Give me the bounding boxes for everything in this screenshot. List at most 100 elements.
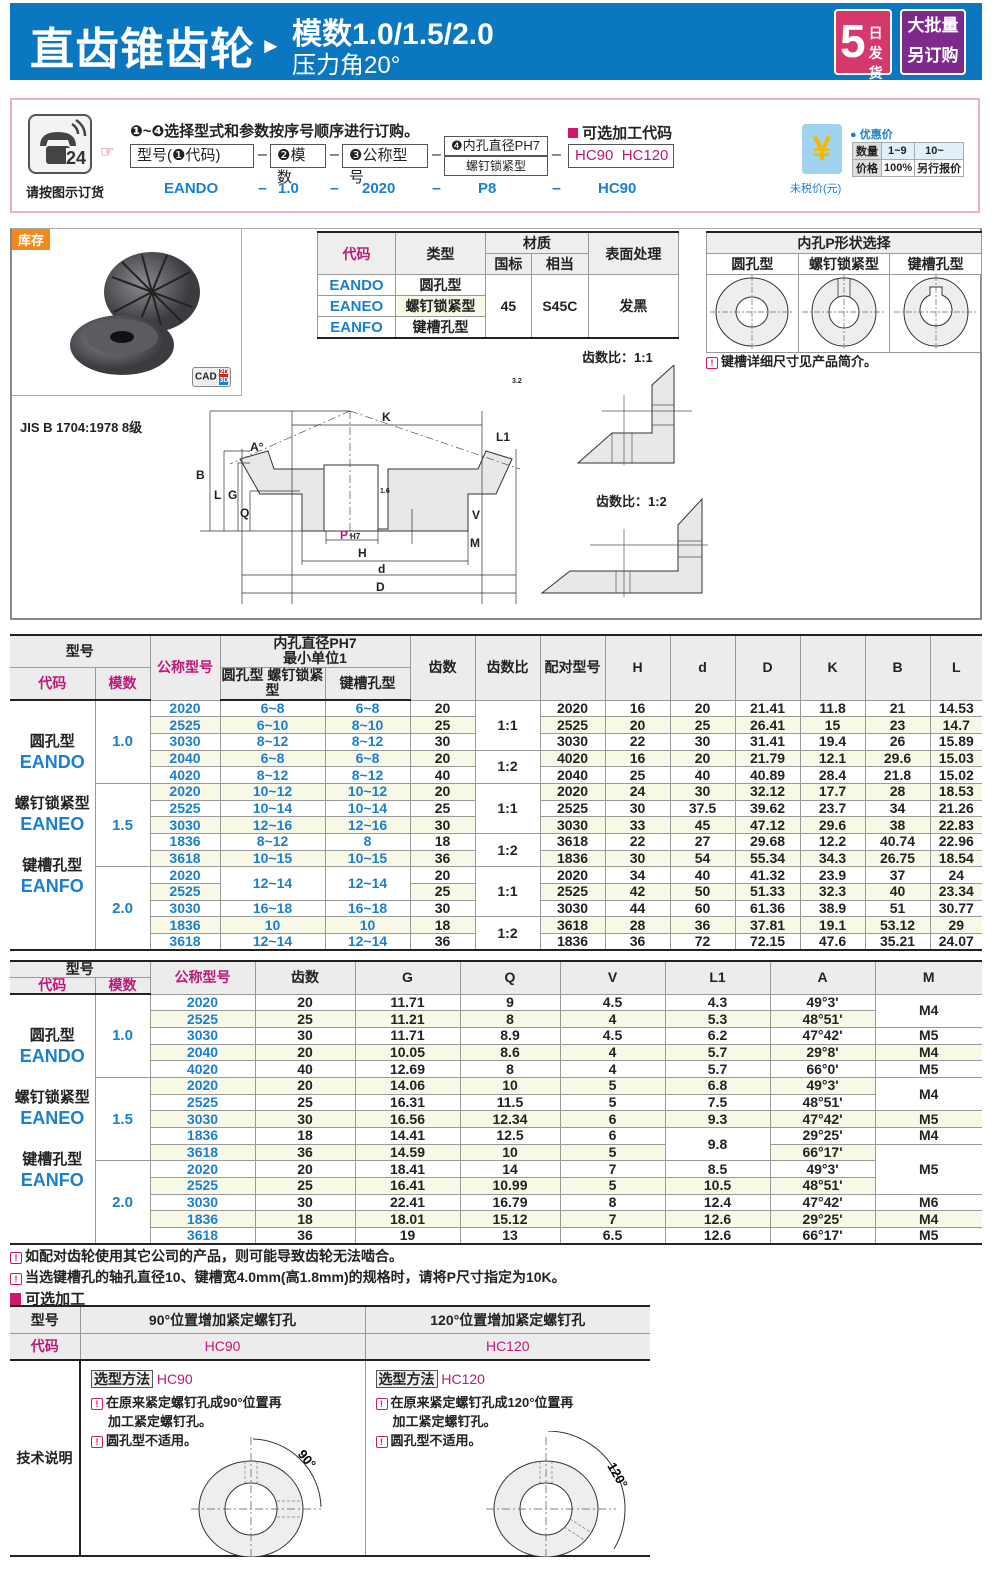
B-cell: 35.21 [865,933,931,951]
nominal-cell: 2040 [150,1044,256,1062]
desc-line: 在原来紧定螺钉孔成90°位置再 [106,1395,282,1410]
bore-key-cell: 12~16 [325,816,411,834]
t1-header-d: d [670,635,736,701]
dash: – [552,180,561,197]
L1-cell: 4.3 [665,994,771,1012]
table-row: 3030 16~18 16~18 30 3030 44 60 61.36 38.9 51 30.77 [10,900,983,918]
pair-cell: 1836 [540,850,606,868]
Q-cell: 8 [460,1010,561,1028]
mt-header-type: 类型 [395,231,486,275]
V-cell: 4.5 [560,994,666,1012]
discount-title-text: 优惠价 [859,129,893,141]
L1-cell: 5.7 [665,1044,771,1062]
teeth-cell: 40 [410,766,476,784]
V-cell: 5 [560,1094,666,1112]
nominal-cell: 1836 [150,833,221,851]
G-cell: 10.05 [355,1044,461,1062]
M-cell: M5 [875,1060,982,1078]
A-cell: 66°17' [770,1227,876,1245]
nominal-cell: 2525 [150,1094,256,1112]
bore-key-cell: 8~12 [325,766,411,784]
t2-header-V: V [560,961,666,995]
mt-surface: 发黑 [587,274,680,339]
table-row: 3030 30 11.71 8.9 4.5 6.2 47°42' M5 [10,1027,982,1045]
V-cell: 4.5 [560,1027,666,1045]
M-cell: M4 [875,1044,982,1062]
order-box-bore-type: 螺钉锁紧型 [444,156,548,176]
V-cell: 4 [560,1044,666,1062]
table-row: 3030 12~16 12~16 30 3030 33 45 47.12 29.6 38 22.83 [10,816,983,834]
t1-header-nominal: 公称型号 [150,635,221,701]
desc-line: 在原来紧定螺钉孔成120°位置再 [390,1395,574,1410]
dash: – [258,180,267,197]
opt-header-model: 型号 [10,1306,81,1334]
table-row: 2525 25 2525 42 50 51.33 32.3 40 23.34 [10,883,983,901]
L1-cell: 10.5 [665,1177,771,1195]
cad-badge[interactable]: CAD 2D 3D [192,367,232,387]
selection-code: HC90 [156,1371,193,1387]
A-cell: 66°17' [770,1144,876,1162]
teeth-cell: 20 [255,1160,356,1179]
dim-A: A° [250,440,264,454]
mt-type: 螺钉锁紧型 [395,295,486,317]
H-cell: 33 [605,816,671,834]
D-cell: 40.89 [735,766,801,784]
bore-round-cell: 8~12 [220,766,326,784]
dash: – [330,180,339,197]
badge-line: 另订购 [907,46,959,65]
bore-key-cell: 16~18 [325,900,411,918]
pair-cell: 2020 [540,866,606,885]
teeth-cell: 18 [255,1210,356,1229]
pair-cell: 2040 [540,766,606,784]
bore-type-key: 键槽孔型 [889,253,982,275]
H-cell: 42 [605,883,671,901]
t1-header-pair: 配对型号 [540,635,606,701]
A-cell: 47°42' [770,1194,876,1212]
table-row: 4020 40 12.69 8 4 5.7 66°0' M5 [10,1060,982,1078]
L1-cell: 8.5 [665,1160,771,1179]
teeth-cell: 36 [255,1144,356,1162]
teeth-cell: 25 [255,1177,356,1195]
L-cell: 24.07 [930,933,983,951]
module-cell: 1.0 [95,994,151,1078]
d-cell: 36 [670,916,736,935]
K-cell: 15 [800,716,866,734]
Q-cell: 9 [460,994,561,1012]
Q-cell: 16.79 [460,1194,561,1212]
H-cell: 22 [605,733,671,751]
pair-cell: 2020 [540,783,606,801]
M-cell: M4 [875,1210,982,1229]
teeth-cell: 25 [410,883,476,901]
G-cell: 14.59 [355,1144,461,1162]
V-cell: 4 [560,1010,666,1028]
jis-standard: JIS B 1704:1978 8级 [20,420,143,435]
mt-header-code: 代码 [317,231,396,275]
mesh-1-1-drawing [576,365,692,465]
A-cell: 47°42' [770,1110,876,1128]
teeth-cell: 18 [410,833,476,851]
type-label: 螺钉锁紧型 [14,795,90,813]
bore-shape-table: 内孔P形状选择 圆孔型 螺钉锁紧型 键槽孔型 [706,231,982,353]
nominal-cell: 4020 [150,1060,256,1078]
type-label: 键槽孔型 [22,857,83,875]
D-cell: 72.15 [735,933,801,951]
H-cell: 16 [605,700,671,718]
discount-cell: 数量 [852,142,882,160]
type-labels: 圆孔型 EANDO 螺钉锁紧型 EANEO 键槽孔型 EANFO [10,994,96,1245]
five-day-shipping-badge: 5 日发货 [834,9,892,81]
table-row: 3618 10~15 10~15 36 1836 30 54 55.34 34.3 26.75 18… [10,850,983,868]
mt-type: 圆孔型 [395,274,486,296]
screw-bore-drawing [797,274,891,353]
type-code: EANFO [20,1170,84,1191]
G-cell: 22.41 [355,1194,461,1212]
roughness-mark-bore: 1.6 [380,488,390,495]
t1-header-bore-text: 内孔直径PH7 [273,635,357,652]
opt-name-hc90: 90°位置增加紧定螺钉孔 [80,1306,366,1334]
material-table: 代码 类型 材质 表面处理 国标 相当 EANDO 圆孔型 45 S45C 发黑 EANEO 螺钉… [317,231,680,339]
V-cell: 7 [560,1210,666,1229]
arrow-icon: ► [260,33,282,58]
G-cell: 11.71 [355,994,461,1012]
K-cell: 29.6 [800,816,866,834]
dim-L: L [214,488,221,502]
teeth-cell: 40 [255,1060,356,1078]
